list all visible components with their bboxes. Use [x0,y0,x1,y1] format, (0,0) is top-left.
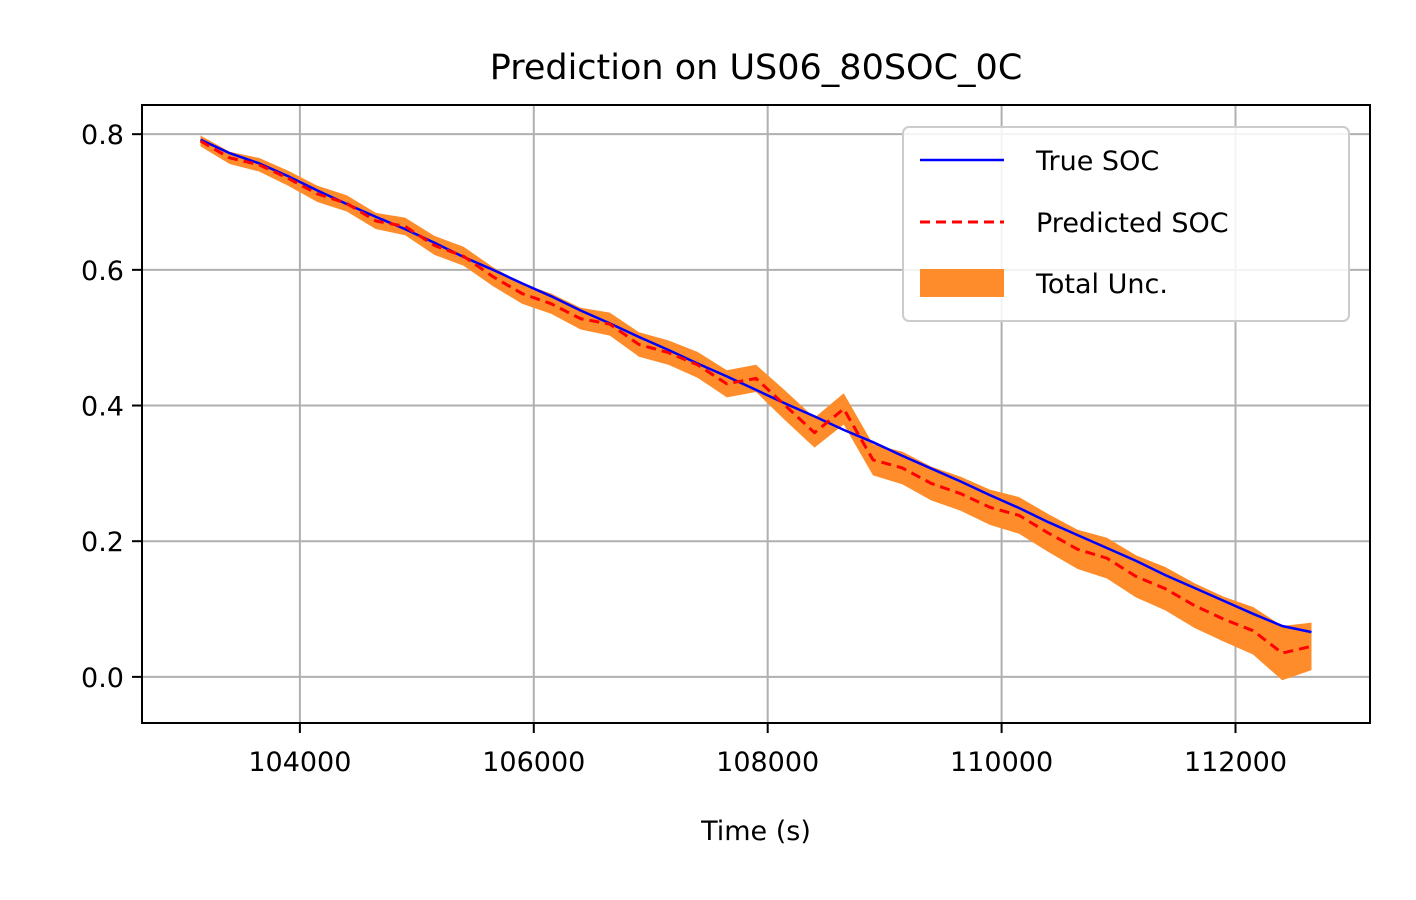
plot-frame [141,104,1371,724]
series-lines [199,138,1312,655]
y-tick-label: 0.6 [81,256,124,287]
band-area [200,135,1312,681]
y-tick-label: 0.4 [81,392,124,423]
x-tick-label: 104000 [248,747,351,778]
y-tick-label: 0.8 [81,120,124,151]
series-line-true-soc [199,138,1312,634]
x-tick-label: 110000 [950,747,1053,778]
legend: True SOC Predicted SOC Total Unc. [902,126,1350,322]
x-tick-label: 112000 [1184,747,1287,778]
x-axis-label: Time (s) [700,816,811,847]
legend-box [902,126,1350,322]
series-line-predicted-soc [199,139,1312,655]
chart-title: Prediction on US06_80SOC_0C [490,48,1023,88]
x-tick-label: 106000 [482,747,585,778]
x-axis-ticks: 104000 106000 108000 110000 112000 [248,723,1287,778]
legend-label: Predicted SOC [1036,208,1229,239]
uncertainty-band [200,135,1312,681]
y-tick-label: 0.0 [81,663,124,694]
legend-label: Total Unc. [1035,269,1168,300]
legend-label: True SOC [1035,146,1159,177]
legend-swatch [920,269,1004,297]
y-tick-label: 0.2 [81,527,124,558]
y-axis-ticks: 0.0 0.2 0.4 0.6 0.8 [81,120,142,694]
x-tick-label: 108000 [716,747,819,778]
